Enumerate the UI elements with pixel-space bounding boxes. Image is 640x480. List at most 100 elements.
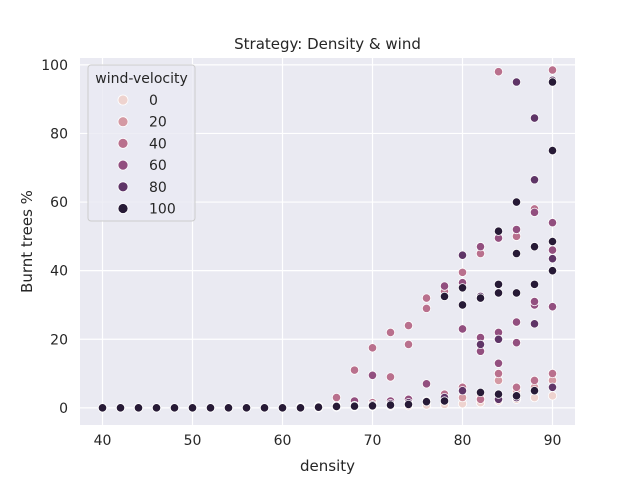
x-tick-label: 90 [544,433,562,449]
data-point [529,207,540,217]
data-point [511,224,522,235]
legend-marker [117,94,129,106]
data-point [493,288,504,298]
data-point [223,403,234,413]
legend-label: 100 [149,202,176,218]
x-tick-label: 40 [94,433,112,449]
data-point [547,368,558,379]
data-point [403,320,414,331]
tick-labels: 40 50 60 70 80 90 0 20 40 60 80 100 [41,58,561,449]
grid-lines [80,58,575,425]
data-point [547,266,558,276]
data-point [331,392,342,403]
y-tick-label: 0 [59,401,68,417]
legend-label: 40 [149,136,167,152]
legend-label: 0 [149,93,158,109]
data-point [187,403,198,413]
legend-marker [117,203,129,214]
data-point [547,382,558,392]
data-point [511,248,522,259]
data-point [421,303,432,313]
data-point [547,391,558,401]
data-point [421,293,432,303]
data-point [511,288,522,298]
data-point [457,250,468,260]
data-point [529,296,540,307]
legend-label: 20 [149,115,167,131]
legend-marker [117,159,129,171]
y-tick-label: 80 [50,126,68,142]
data-point [151,403,162,413]
data-point [367,401,378,411]
data-point [133,403,144,413]
x-tick-label: 50 [184,433,202,449]
legend-entries: 0 20 40 60 80 100 [117,93,176,218]
data-point [511,338,522,348]
data-point [457,300,468,310]
y-tick-label: 100 [41,58,68,74]
data-point [511,391,522,401]
data-point [475,293,486,303]
data-point [385,372,396,382]
data-point [511,317,522,327]
data-point [241,403,252,413]
data-point [457,386,468,396]
legend-label: 60 [149,158,167,174]
data-point [205,403,216,413]
data-point [349,401,360,411]
data-point [421,379,432,389]
y-tick-label: 60 [50,195,68,211]
data-point [511,382,522,392]
x-axis-title: density [300,457,355,475]
data-points [97,65,558,413]
data-point [547,236,558,247]
data-point [547,245,558,255]
data-point [367,343,378,353]
data-point [547,254,558,264]
x-tick-label: 60 [274,433,292,449]
data-point [385,327,396,337]
legend-marker [117,137,129,149]
y-axis-title: Burnt trees % [18,190,36,293]
y-tick-label: 40 [50,264,68,280]
data-point [493,67,504,77]
data-point [439,396,450,406]
data-point [547,65,558,75]
data-point [529,319,540,329]
data-point [475,387,486,398]
data-point [349,365,360,375]
data-point [457,324,468,334]
data-point [493,358,504,368]
data-point [529,386,540,396]
data-point [385,400,396,410]
legend-marker [117,116,129,128]
data-point [493,279,504,289]
legend-marker [117,181,129,193]
data-point [529,113,540,123]
data-point [97,403,108,413]
data-point [475,242,486,252]
data-point [403,339,414,349]
data-point [115,403,126,413]
data-point [493,226,504,236]
chart-title: Strategy: Density & wind [234,35,421,53]
data-point [547,302,558,312]
data-point [511,197,522,207]
data-point [475,339,486,349]
legend-label: 80 [149,180,167,196]
data-point [511,77,522,87]
data-point [529,279,540,289]
data-point [493,368,504,379]
data-point [259,403,270,413]
data-point [313,402,324,412]
data-point [529,175,540,185]
legend: wind-velocity 0 20 40 60 80 100 [87,64,196,222]
x-tick-label: 80 [454,433,472,449]
data-point [547,218,558,228]
data-point [439,281,450,291]
data-point [169,403,180,413]
data-point [421,397,432,407]
data-point [493,334,504,344]
data-point [403,399,414,410]
